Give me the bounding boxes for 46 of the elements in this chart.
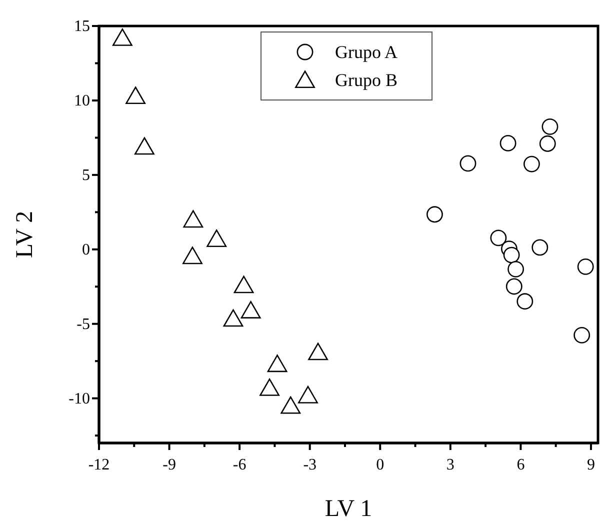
point	[508, 260, 524, 278]
point	[506, 278, 522, 295]
point	[234, 276, 254, 294]
x-tick-label: 3	[446, 456, 454, 474]
x-tick-label: 0	[376, 456, 384, 474]
y-axis-title: LV 2	[12, 210, 38, 258]
legend-label: Grupo B	[335, 70, 398, 90]
y-tick-label: -5	[76, 316, 90, 333]
point	[426, 206, 443, 223]
point	[126, 86, 146, 104]
x-axis-title: LV 1	[324, 496, 372, 522]
legend-label: Grupo A	[335, 42, 398, 62]
point	[280, 396, 301, 414]
point	[308, 342, 328, 360]
point	[460, 155, 476, 172]
point	[516, 293, 534, 310]
point	[503, 246, 520, 264]
x-tick-label: -9	[162, 456, 176, 474]
point	[260, 378, 280, 396]
point	[500, 135, 516, 152]
point	[574, 326, 590, 344]
point	[223, 309, 244, 327]
y-tick-label: -10	[68, 390, 90, 408]
point	[267, 354, 288, 372]
point	[490, 230, 507, 246]
point	[577, 258, 594, 275]
x-tick-label: -3	[303, 456, 317, 474]
point	[539, 135, 556, 152]
point	[240, 301, 261, 318]
x-tick-label: 6	[516, 456, 525, 474]
point	[206, 230, 227, 247]
y-tick-label: 15	[74, 18, 90, 36]
point	[532, 239, 548, 256]
point	[182, 246, 202, 264]
y-tick-label: 5	[82, 167, 90, 184]
point	[183, 210, 204, 228]
x-tick-label: -6	[232, 456, 246, 474]
point	[112, 28, 132, 46]
point	[134, 137, 154, 155]
point	[523, 156, 540, 172]
point	[298, 386, 318, 404]
x-tick-label: 9	[586, 456, 595, 474]
y-tick-label: 0	[82, 242, 90, 259]
point	[542, 118, 558, 135]
y-tick-label: 10	[74, 92, 90, 110]
x-tick-label: -12	[88, 456, 110, 474]
